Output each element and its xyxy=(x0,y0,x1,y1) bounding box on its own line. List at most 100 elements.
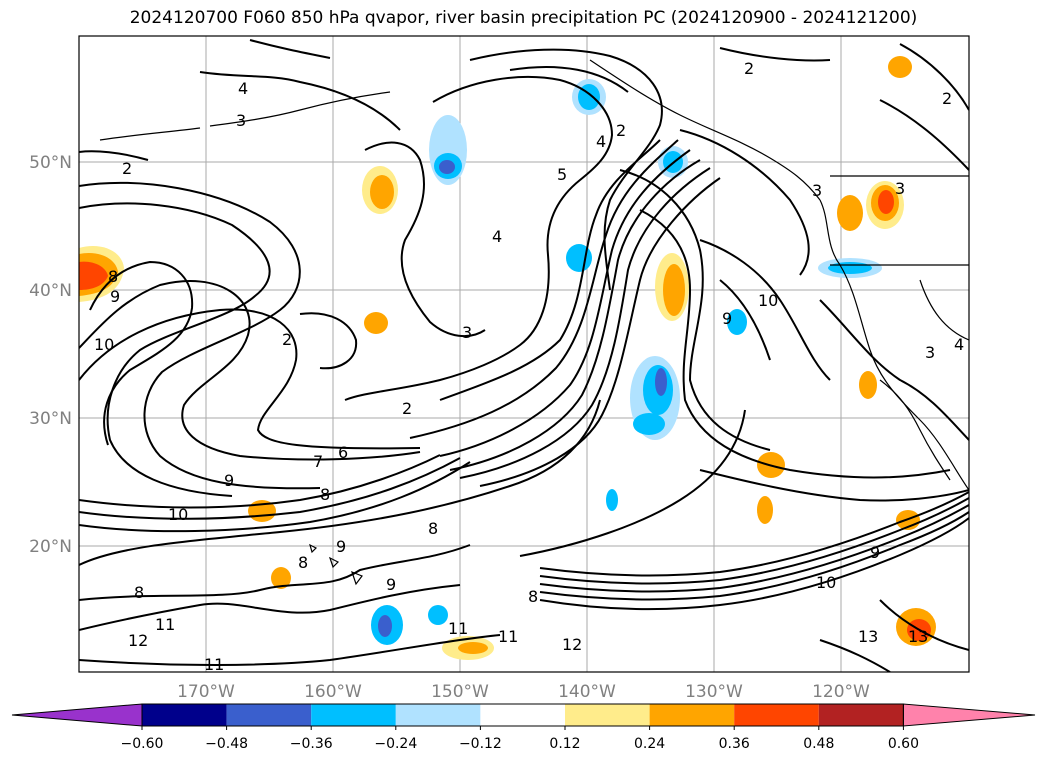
colorbar-segment xyxy=(142,704,227,726)
contour-label: 4 xyxy=(238,79,248,98)
pos-anomaly-blob xyxy=(364,312,388,334)
neg-anomaly-blob xyxy=(566,244,592,272)
colorbar-outline xyxy=(141,703,904,727)
lat-label-30n: 30°N xyxy=(29,409,72,429)
contour-label: 10 xyxy=(94,335,114,354)
contour-label: 2 xyxy=(282,330,292,349)
colorbar-ticks: −0.60 −0.48 −0.36 −0.24 −0.12 0.12 0.24 0.36 0.4… xyxy=(121,726,919,752)
contour-label: 9 xyxy=(870,543,880,562)
contour-label: 4 xyxy=(954,335,964,354)
pos-anomaly-blob xyxy=(271,567,291,589)
axis-labels: 50°N 40°N 30°N 20°N 170°W 160°W 150°W 14… xyxy=(29,153,870,702)
contour-label: 10 xyxy=(816,573,836,592)
lon-label-150w: 150°W xyxy=(431,682,489,702)
contour-label: 3 xyxy=(236,111,246,130)
colorbar-tick-label: 0.36 xyxy=(719,736,750,752)
qvapor-contours xyxy=(79,39,969,672)
contour-label: 4 xyxy=(492,227,502,246)
contour-label: 2 xyxy=(942,89,952,108)
contour-label: 3 xyxy=(462,323,472,342)
contour-label: 2 xyxy=(402,399,412,418)
colorbar-tick-label: −0.36 xyxy=(290,736,333,752)
lon-label-130w: 130°W xyxy=(685,682,743,702)
lat-label-40n: 40°N xyxy=(29,281,72,301)
contour-label: 11 xyxy=(155,615,175,634)
neg-anomaly-blob xyxy=(378,615,392,637)
neg-anomaly-blob xyxy=(655,368,667,396)
contour-label: 2 xyxy=(744,59,754,78)
colorbar-segment xyxy=(734,704,819,726)
lon-label-160w: 160°W xyxy=(304,682,362,702)
contour-label: 9 xyxy=(110,287,120,306)
colorbar-segment xyxy=(226,704,312,726)
lon-label-140w: 140°W xyxy=(558,682,616,702)
colorbar-segment xyxy=(480,704,565,726)
contour-label: 10 xyxy=(168,505,188,524)
contour-labels: 4 3 2 5 2 4 4 2 2 6 7 8 9 10 9 10 8 8 8 … xyxy=(94,59,964,674)
contour-label: 11 xyxy=(498,627,518,646)
colorbar-tick-label: −0.12 xyxy=(459,736,502,752)
neg-anomaly-blob xyxy=(606,489,618,511)
contour-label: 6 xyxy=(338,443,348,462)
neg-anomaly-blob xyxy=(727,309,747,335)
colorbar-tick-label: 0.60 xyxy=(888,736,919,752)
contour-label: 11 xyxy=(448,619,468,638)
colorbar-segment xyxy=(565,704,650,726)
contour-label: 7 xyxy=(313,452,323,471)
pos-anomaly-blob xyxy=(663,264,685,316)
neg-anomaly-blob xyxy=(828,262,872,274)
colorbar-extend-low xyxy=(11,703,143,727)
colorbar: −0.60 −0.48 −0.36 −0.24 −0.12 0.12 0.24 0.36 0.4… xyxy=(11,703,1036,752)
colorbar-extend-high xyxy=(902,703,1036,727)
lon-label-170w: 170°W xyxy=(177,682,235,702)
pos-anomaly-blob xyxy=(837,195,863,231)
pos-anomaly-blob xyxy=(888,56,912,78)
colorbar-segments xyxy=(11,703,1036,727)
contour-label: 3 xyxy=(895,179,905,198)
pos-anomaly-blob xyxy=(458,642,488,654)
contour-label: 9 xyxy=(722,309,732,328)
colorbar-tick-label: −0.24 xyxy=(374,736,417,752)
contour-label: 9 xyxy=(224,471,234,490)
contour-label: 8 xyxy=(298,553,308,572)
colorbar-segment xyxy=(395,704,481,726)
neg-anomaly-blob xyxy=(428,605,448,625)
contour-label: 12 xyxy=(128,631,148,650)
contour-label: 8 xyxy=(134,583,144,602)
contour-label: 8 xyxy=(108,267,118,286)
colorbar-segment xyxy=(649,704,735,726)
contour-label: 8 xyxy=(320,485,330,504)
colorbar-tick-label: −0.60 xyxy=(121,736,164,752)
precip-anomaly-shading xyxy=(79,56,936,660)
neg-anomaly-blob xyxy=(633,413,665,435)
pos-anomaly-blob xyxy=(878,190,894,214)
contour-label: 8 xyxy=(428,519,438,538)
contour-label: 4 xyxy=(596,132,606,151)
colorbar-segment xyxy=(818,704,904,726)
contour-label: 3 xyxy=(812,181,822,200)
contour-label: 12 xyxy=(562,635,582,654)
pos-anomaly-blob xyxy=(79,261,108,290)
map-frame xyxy=(78,35,970,673)
neg-anomaly-blob xyxy=(439,160,455,174)
contour-label: 13 xyxy=(908,627,928,646)
colorbar-tick-label: 0.24 xyxy=(634,736,665,752)
contour-label: 2 xyxy=(616,121,626,140)
contour-label: 10 xyxy=(758,291,778,310)
contour-label: 8 xyxy=(528,587,538,606)
contour-label: 5 xyxy=(557,165,567,184)
lon-label-120w: 120°W xyxy=(812,682,870,702)
contour-label: 9 xyxy=(336,537,346,556)
colorbar-segment xyxy=(311,704,396,726)
colorbar-tick-label: 0.48 xyxy=(803,736,834,752)
contour-label: 9 xyxy=(386,575,396,594)
pos-anomaly-blob xyxy=(757,496,773,524)
contour-label: 13 xyxy=(858,627,878,646)
lat-label-50n: 50°N xyxy=(29,153,72,173)
pos-anomaly-blob xyxy=(859,371,877,399)
coastlines xyxy=(99,59,969,586)
contour-label: 3 xyxy=(925,343,935,362)
contour-label: 2 xyxy=(122,159,132,178)
pos-anomaly-blob xyxy=(370,175,394,209)
